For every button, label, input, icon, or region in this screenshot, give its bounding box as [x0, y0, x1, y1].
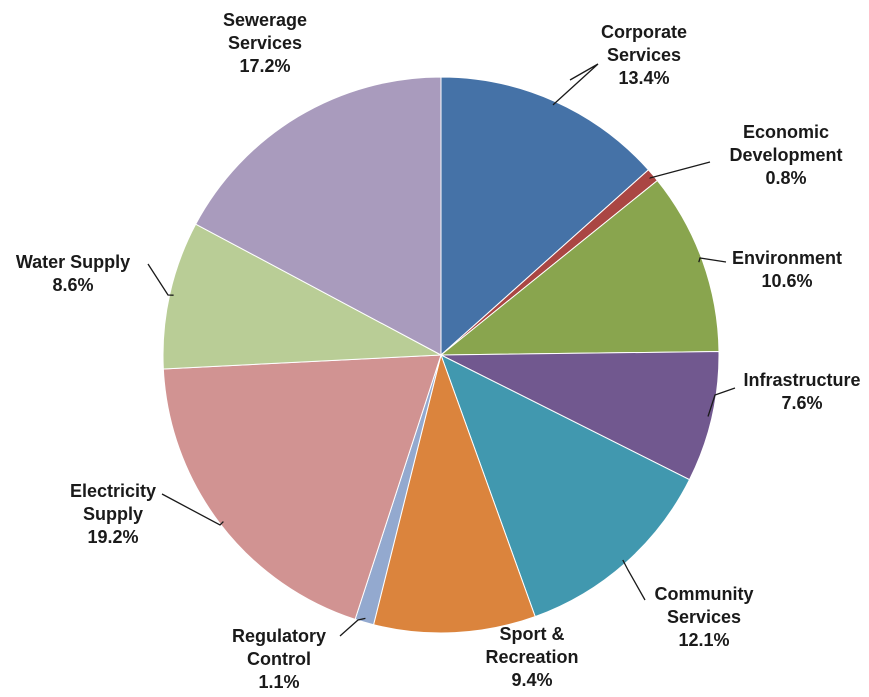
leader-line	[622, 559, 646, 601]
data-label-electricity-supply: Electricity Supply 19.2%	[70, 481, 156, 547]
data-label-corporate-services: Corporate Services 13.4%	[601, 22, 687, 88]
leader-line	[649, 161, 711, 179]
data-label-community-services: Community Services 12.1%	[655, 584, 754, 650]
data-label-sport-recreation: Sport & Recreation 9.4%	[485, 624, 578, 690]
pie-slice-community-services	[440, 353, 691, 618]
leader-line	[707, 387, 736, 417]
pie-slice-infrastructure	[440, 351, 720, 481]
data-label-sewerage-services: Sewerage Services 17.2%	[223, 10, 307, 76]
pie-slice-environment	[439, 179, 720, 356]
leader-lines	[147, 63, 736, 637]
leader-line	[161, 493, 224, 526]
leader-line	[698, 257, 727, 263]
data-label-environment: Environment 10.6%	[732, 248, 842, 291]
pie-slice-water-supply	[162, 223, 443, 370]
data-label-regulatory-control: Regulatory Control 1.1%	[232, 626, 326, 692]
data-label-economic-development: Economic Development 0.8%	[729, 122, 842, 188]
pie-slice-sport-recreation	[372, 353, 536, 634]
leader-line	[147, 263, 174, 296]
leader-line	[552, 63, 599, 106]
pie-slice-sewerage-services	[195, 76, 442, 356]
leader-line	[339, 617, 366, 637]
pie-slice-corporate-services	[440, 76, 650, 357]
pie-slices	[162, 76, 720, 634]
data-labels: Corporate Services 13.4% Economic Developmen…	[16, 10, 861, 692]
data-label-water-supply: Water Supply 8.6%	[16, 252, 130, 295]
data-label-infrastructure: Infrastructure 7.6%	[743, 370, 860, 413]
